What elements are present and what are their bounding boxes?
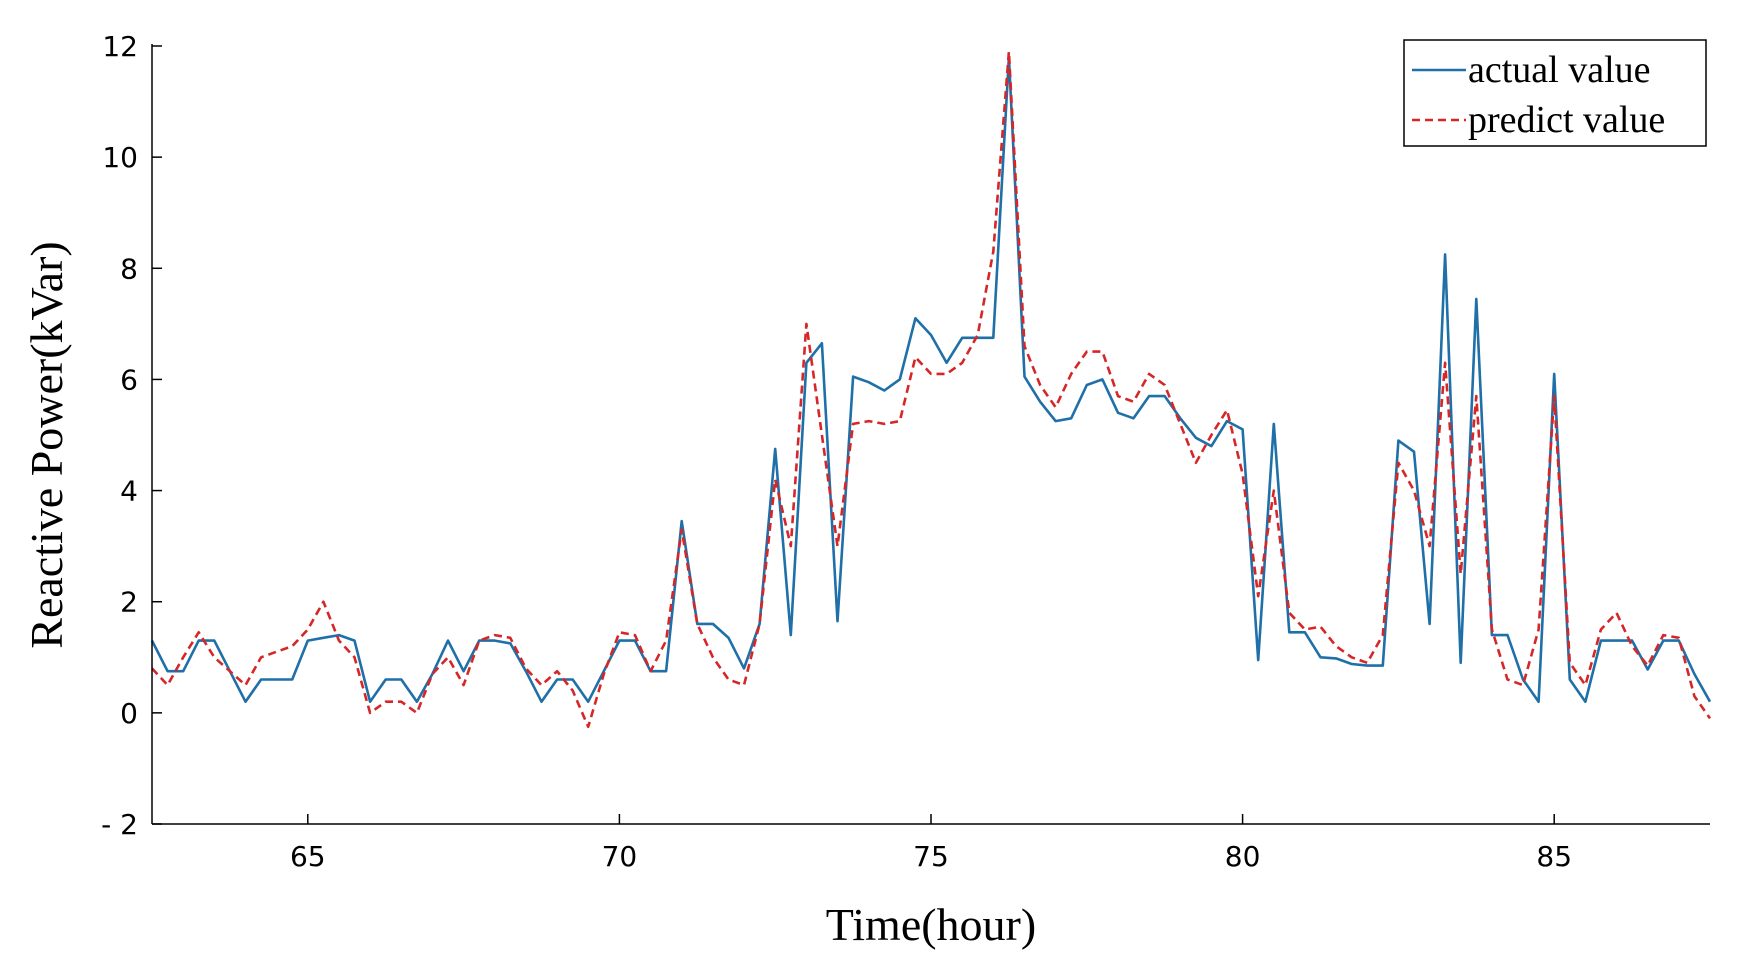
legend-label-predict-value: predict value <box>1468 99 1665 141</box>
y-tick-label: 12 <box>102 30 138 63</box>
x-tick-label: 85 <box>1536 840 1572 873</box>
axes: - 2 0 2 4 6 8 10 12 65 70 75 80 85 <box>101 30 1710 873</box>
y-axis-title: Reactive Power(kVar) <box>21 241 72 648</box>
series-line-predict-value <box>151 50 1712 729</box>
y-tick-label: 0 <box>120 697 138 730</box>
legend-box <box>1403 39 1707 147</box>
plot-area <box>150 50 1712 729</box>
y-tick-label: 8 <box>120 252 138 285</box>
y-tick-label: 6 <box>120 363 138 396</box>
series-line-actual-value <box>150 55 1712 704</box>
x-axis-title: Time(hour) <box>826 899 1036 950</box>
y-tick-label: 4 <box>120 475 138 508</box>
x-tick-label: 65 <box>290 840 326 873</box>
x-tick-label: 75 <box>913 840 949 873</box>
y-tick-label: 2 <box>120 586 138 619</box>
x-tick-label: 80 <box>1225 840 1261 873</box>
legend-label-actual-value: actual value <box>1468 49 1651 91</box>
x-tick-label: 70 <box>602 840 638 873</box>
y-tick-label: - 2 <box>101 808 138 841</box>
y-tick-label: 10 <box>102 141 138 174</box>
legend: actual value predict value <box>1403 39 1707 147</box>
